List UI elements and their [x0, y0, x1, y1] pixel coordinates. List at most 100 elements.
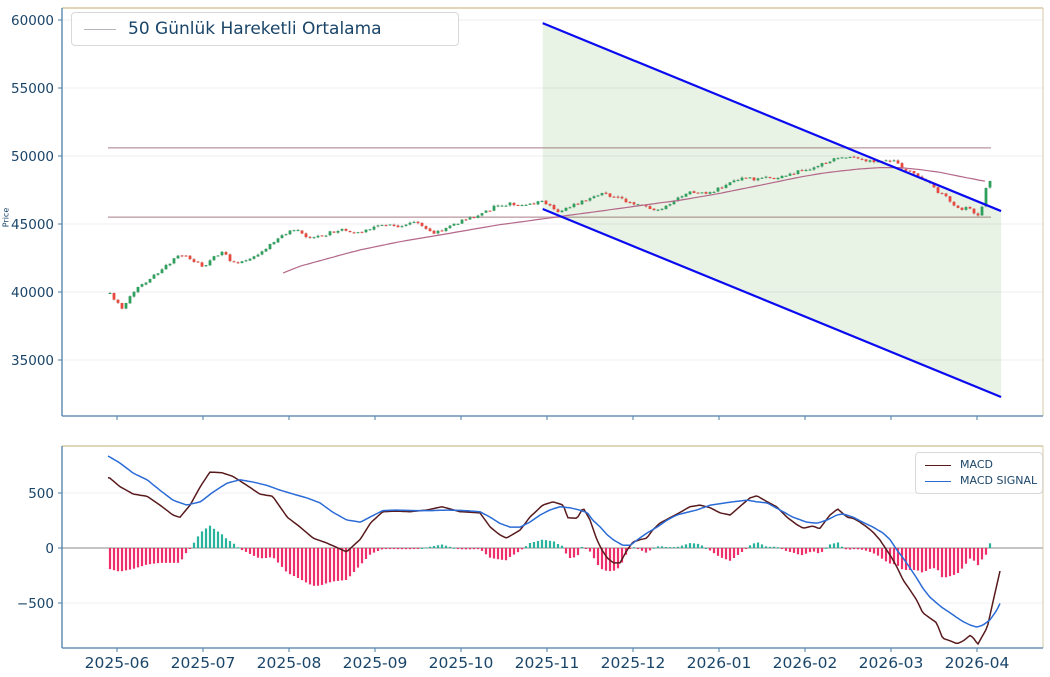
candle — [612, 195, 616, 198]
hist-bar — [948, 548, 952, 577]
candle — [688, 191, 692, 195]
price-axis-label: Price — [1, 207, 11, 228]
candle — [728, 181, 732, 186]
hist-bar — [164, 548, 168, 563]
hist-bar — [148, 548, 152, 565]
hist-bar — [404, 548, 408, 550]
hist-bar — [176, 548, 180, 563]
hist-bar — [788, 548, 792, 552]
hist-bar — [216, 531, 220, 548]
candle — [484, 210, 488, 213]
candle — [148, 278, 152, 283]
candle — [456, 223, 460, 226]
candle — [424, 225, 428, 230]
candle — [908, 170, 912, 173]
hist-bar — [232, 543, 236, 548]
hist-bar — [860, 548, 864, 550]
hist-bar — [552, 541, 556, 548]
hist-bar — [532, 542, 536, 548]
hist-bar — [612, 548, 616, 571]
candle — [800, 168, 804, 172]
hist-bar — [664, 546, 668, 548]
month-tick-label: 2026-03 — [859, 654, 924, 672]
candle — [388, 224, 392, 226]
candle — [596, 194, 600, 197]
hist-bar — [488, 548, 492, 558]
hist-bar — [704, 547, 708, 549]
candle — [600, 192, 604, 197]
hist-bar — [480, 548, 484, 551]
candle — [704, 191, 708, 195]
candle — [732, 179, 736, 183]
hist-bar — [740, 548, 744, 552]
candle — [956, 204, 960, 209]
candle — [580, 199, 584, 206]
candle — [792, 172, 796, 176]
hist-bar — [904, 548, 908, 570]
candle — [216, 255, 220, 257]
candle — [504, 204, 508, 207]
hist-bar — [616, 548, 620, 569]
candle — [588, 197, 592, 202]
candle — [348, 230, 352, 233]
macd-chart — [62, 455, 1043, 646]
hist-bar — [540, 539, 544, 548]
candle — [188, 255, 192, 261]
candle — [868, 159, 872, 163]
hist-bar — [452, 547, 456, 549]
month-tick-label: 2026-04 — [945, 654, 1010, 672]
hist-bar — [836, 542, 840, 548]
hist-bar — [168, 548, 172, 563]
hist-bar — [332, 548, 336, 582]
candle — [620, 195, 624, 200]
hist-bar — [524, 546, 528, 548]
hist-bar — [696, 543, 700, 548]
candle — [172, 258, 176, 265]
candle — [144, 281, 148, 286]
hist-bar — [716, 548, 720, 556]
hist-bar — [756, 542, 760, 548]
candle — [452, 223, 456, 226]
hist-bar — [652, 547, 656, 549]
candle — [840, 157, 844, 159]
hist-bar — [628, 548, 632, 549]
candle — [200, 261, 204, 268]
hist-bar — [908, 548, 912, 570]
candle — [700, 192, 704, 194]
hist-bar — [864, 548, 868, 551]
hist-bar — [144, 548, 148, 565]
hist-bar — [284, 548, 288, 572]
candle — [376, 224, 380, 228]
hist-bar — [312, 548, 316, 586]
ma50-line — [282, 167, 986, 274]
candle — [696, 192, 700, 194]
candle — [952, 201, 956, 207]
candle — [108, 291, 112, 295]
candle — [976, 212, 980, 217]
candle — [220, 251, 224, 257]
hist-bar — [460, 548, 464, 550]
month-tick-label: 2025-09 — [343, 654, 408, 672]
candle — [328, 230, 332, 237]
hist-bar — [364, 548, 368, 560]
hist-bar — [408, 548, 412, 550]
channel-fill — [542, 23, 1002, 397]
candle — [744, 177, 748, 179]
hist-bar — [688, 543, 692, 548]
price-chart — [62, 19, 1043, 399]
hist-bar — [692, 543, 696, 548]
hist-bar — [308, 548, 312, 585]
candle — [740, 176, 744, 181]
hist-bar — [548, 540, 552, 548]
hist-bar — [880, 548, 884, 559]
hist-bar — [260, 548, 264, 559]
candle — [720, 186, 724, 189]
hist-bar — [732, 548, 736, 559]
candle — [912, 170, 916, 175]
candle — [712, 190, 716, 193]
hist-bar — [604, 548, 608, 571]
hist-bar — [584, 548, 588, 549]
candle — [360, 231, 364, 234]
hist-bar — [728, 548, 732, 561]
